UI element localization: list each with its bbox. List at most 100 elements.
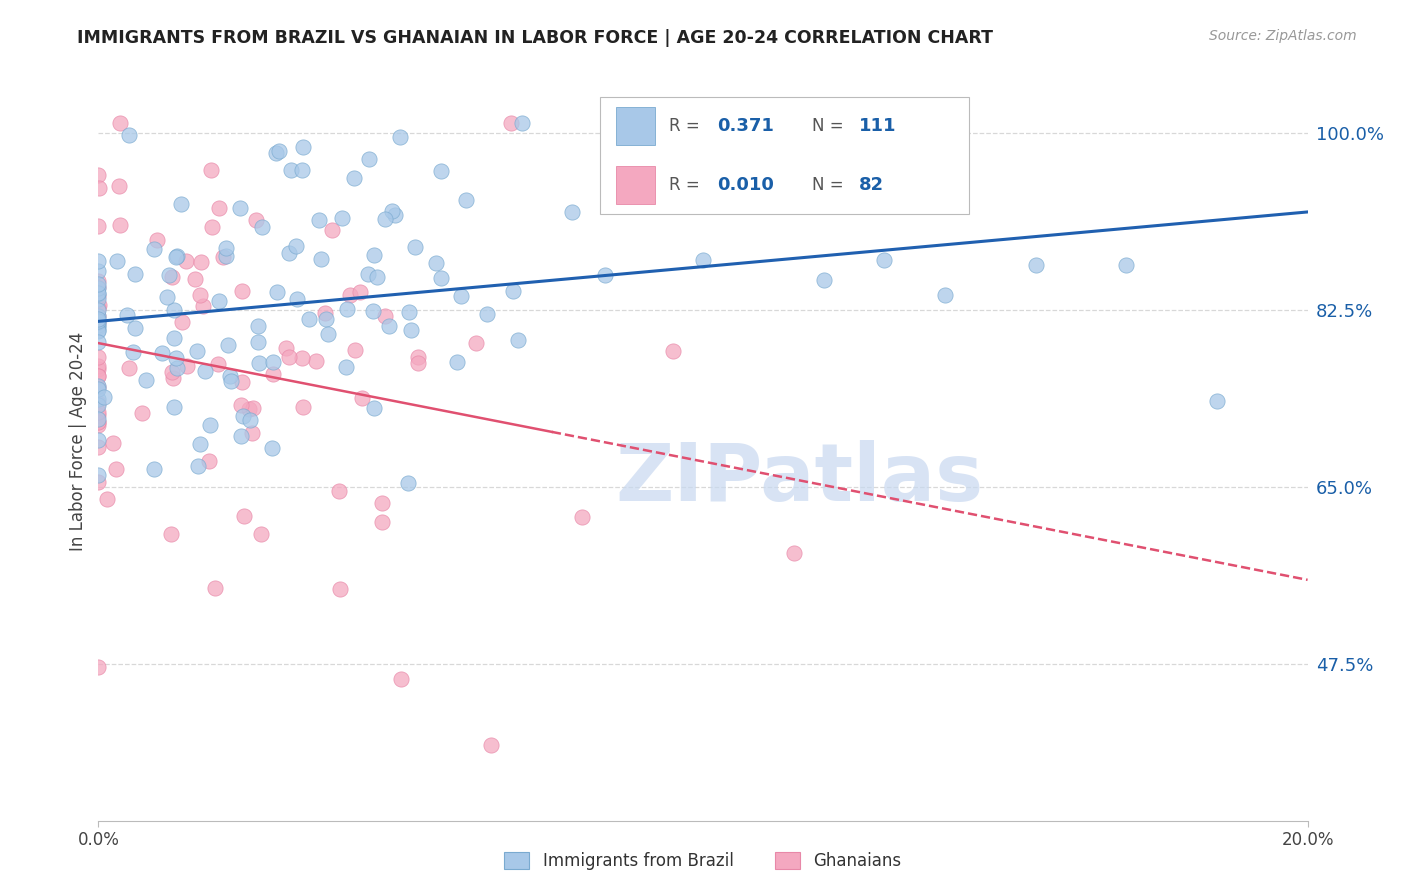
Point [162,371,184,385]
Point [108,178,131,193]
Point [398,305,420,319]
Point [264,146,287,161]
Point [186,344,208,359]
Point [406,356,429,370]
Point [166,249,188,263]
Point [475,308,498,322]
Point [218,368,240,383]
Point [87,316,110,330]
Point [284,239,307,253]
Point [429,164,451,178]
Point [280,163,302,178]
Point [107,254,129,268]
Point [232,509,254,524]
Point [194,364,217,378]
Point [110,219,132,233]
Point [108,116,131,130]
Point [238,401,260,416]
Point [170,197,193,211]
Text: R =: R = [669,117,706,135]
Point [429,271,451,285]
Point [87,405,110,419]
Point [363,401,385,416]
Point [124,267,146,281]
Text: Source: ZipAtlas.com: Source: ZipAtlas.com [1209,29,1357,44]
Point [87,254,110,268]
Point [87,319,110,334]
Point [156,290,179,304]
Point [240,425,263,440]
Point [87,417,110,432]
Point [163,400,186,414]
Point [370,515,392,529]
Point [184,271,207,285]
Point [378,319,401,334]
Point [87,434,110,448]
Text: 82: 82 [859,176,884,194]
Point [292,400,315,414]
Point [198,417,221,432]
Point [783,546,806,560]
Point [193,299,215,313]
Text: 0.371: 0.371 [717,117,775,135]
Point [143,462,166,476]
Point [343,171,366,186]
Point [350,391,373,405]
Point [87,309,110,323]
Point [87,382,110,396]
Point [321,223,343,237]
Point [87,324,110,338]
Point [87,292,110,306]
Point [165,351,187,365]
Point [593,268,616,282]
Point [298,311,321,326]
Point [87,359,110,374]
Point [121,344,143,359]
Point [269,144,291,158]
Point [406,350,429,364]
Point [208,201,231,215]
Point [87,219,110,233]
Point [246,335,269,350]
Point [813,273,835,287]
Point [335,360,357,375]
Point [502,284,524,298]
Point [87,315,110,329]
Point [316,326,339,341]
Point [188,288,211,302]
Point [373,212,395,227]
Point [398,476,420,491]
Point [200,162,222,177]
Point [359,152,381,166]
Point [87,298,110,312]
Point [231,375,253,389]
Point [87,368,110,383]
Point [87,303,110,318]
Point [389,129,412,144]
Point [105,462,128,476]
Point [1024,258,1046,272]
Point [456,193,478,207]
Point [425,256,447,270]
Point [87,660,110,674]
Point [87,396,110,410]
Point [87,301,110,315]
Point [87,392,110,406]
Point [260,441,283,455]
Point [366,270,388,285]
Point [163,330,186,344]
Point [228,202,250,216]
Point [508,334,530,348]
Point [87,415,110,429]
Point [371,496,394,510]
Point [381,204,404,219]
Point [357,267,380,281]
Point [934,288,956,302]
Point [150,346,173,360]
Point [232,409,254,423]
Point [188,436,211,450]
Point [145,233,167,247]
Point [204,581,226,595]
Point [336,302,359,317]
Point [115,308,138,322]
